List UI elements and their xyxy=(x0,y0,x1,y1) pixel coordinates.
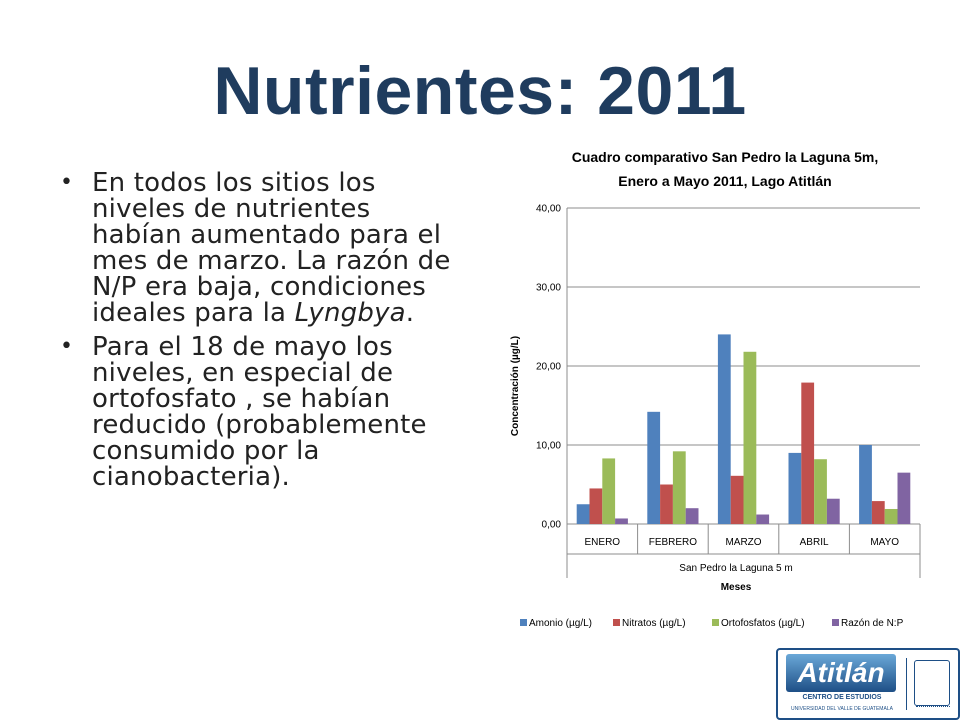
chart-title-line2: Enero a Mayo 2011, Lago Atitlán xyxy=(618,173,831,189)
bar xyxy=(730,475,744,524)
bar xyxy=(788,452,802,524)
bullet-item-1: • En todos los sitios los niveles de nut… xyxy=(58,170,468,326)
y-tick-label: 20,00 xyxy=(536,362,561,373)
bullet-1-italic: Lyngbya xyxy=(294,298,406,328)
bar xyxy=(685,508,699,524)
x-group-label: San Pedro la Laguna 5 m xyxy=(679,563,792,574)
logo-wordmark: Atitlán xyxy=(786,654,896,692)
x-tick-label: ABRIL xyxy=(800,537,829,548)
bar xyxy=(589,488,603,524)
x-tick-label: ENERO xyxy=(585,537,621,548)
bar xyxy=(672,451,686,524)
bar xyxy=(660,484,673,524)
bullet-item-2: • Para el 18 de mayo los niveles, en esp… xyxy=(58,334,468,490)
legend-label: Razón de N:P xyxy=(841,618,904,629)
seal-caption-icon xyxy=(916,706,950,711)
y-tick-label: 40,00 xyxy=(536,204,561,215)
bar xyxy=(717,334,731,524)
legend-label: Ortofosfatos (µg/L) xyxy=(721,618,805,629)
y-tick-label: 10,00 xyxy=(536,441,561,452)
chart-title-line1: Cuadro comparativo San Pedro la Laguna 5… xyxy=(572,149,879,165)
x-tick-label: MARZO xyxy=(725,537,761,548)
bar xyxy=(871,501,885,524)
bar-chart: Cuadro comparativo San Pedro la Laguna 5… xyxy=(510,149,921,629)
legend-swatch xyxy=(832,619,839,626)
bullet-dot-icon: • xyxy=(60,334,74,359)
bar xyxy=(801,382,815,524)
bullet-1-text: En todos los sitios los niveles de nutri… xyxy=(92,168,451,328)
bar xyxy=(826,498,840,524)
y-axis-label: Concentración (µg/L) xyxy=(510,336,521,436)
bullet-2-text: Para el 18 de mayo los niveles, en espec… xyxy=(92,332,427,492)
bar xyxy=(884,508,898,524)
legend-swatch xyxy=(520,619,527,626)
slide-title: Nutrientes: 2011 xyxy=(213,53,747,129)
x-axis-label: Meses xyxy=(721,582,752,593)
bar xyxy=(743,351,757,524)
bar xyxy=(859,445,872,524)
bar xyxy=(576,504,590,524)
bar xyxy=(814,459,827,524)
legend-label: Nitratos (µg/L) xyxy=(622,618,686,629)
y-tick-label: 30,00 xyxy=(536,283,561,294)
legend-label: Amonio (µg/L) xyxy=(529,618,592,629)
legend-swatch xyxy=(613,619,620,626)
bar xyxy=(897,472,911,524)
bar xyxy=(615,518,628,524)
logo-university: UNIVERSIDAD DEL VALLE DE GUATEMALA xyxy=(791,706,893,712)
bar xyxy=(647,411,661,524)
y-tick-label: 0,00 xyxy=(542,520,562,531)
logo-subtitle: CENTRO DE ESTUDIOS xyxy=(802,694,882,701)
legend-swatch xyxy=(712,619,719,626)
bullet-list: • En todos los sitios los niveles de nut… xyxy=(58,170,468,498)
logo-divider xyxy=(906,658,907,710)
x-tick-label: FEBRERO xyxy=(649,537,698,548)
bar xyxy=(602,458,616,524)
x-tick-label: MAYO xyxy=(870,537,899,548)
bar xyxy=(756,514,770,524)
logo: Atitlán CENTRO DE ESTUDIOS UNIVERSIDAD D… xyxy=(776,648,960,720)
bullet-dot-icon: • xyxy=(60,170,74,195)
university-seal-icon xyxy=(914,660,950,706)
bullet-1-end: . xyxy=(405,298,415,328)
